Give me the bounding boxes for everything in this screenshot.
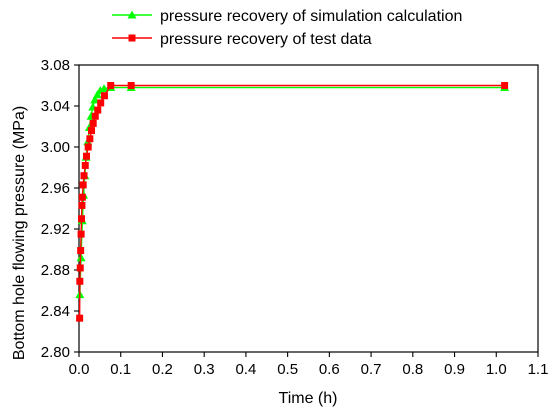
x-tick-label: 0.3 [194, 361, 215, 378]
y-tick-label: 2.84 [41, 303, 70, 320]
y-tick-label: 2.96 [41, 180, 70, 197]
x-tick-label: 0.6 [319, 361, 340, 378]
x-tick-label: 0.0 [69, 361, 90, 378]
data-point [94, 106, 102, 114]
legend-marker-square [128, 34, 136, 42]
data-point [127, 82, 135, 89]
series-simulation [75, 83, 510, 299]
x-tick-label: 1.0 [486, 361, 507, 378]
x-tick-label: 1.1 [528, 361, 549, 378]
legend-marker-triangle [127, 10, 137, 19]
data-point [90, 95, 100, 104]
data-point [99, 84, 109, 93]
data-point [81, 161, 89, 169]
x-tick-label: 0.9 [444, 361, 465, 378]
data-point [88, 127, 96, 135]
y-tick-label: 2.88 [41, 262, 70, 279]
data-point [77, 230, 85, 238]
data-point [89, 119, 97, 127]
legend-label-simulation: pressure recovery of simulation calculat… [160, 8, 462, 25]
data-point [501, 82, 509, 89]
x-tick-label: 0.8 [402, 361, 423, 378]
data-point [83, 152, 91, 160]
data-point [91, 112, 99, 120]
y-tick-label: 3.08 [41, 57, 70, 74]
data-point [100, 92, 108, 100]
x-axis: 0.0 0.1 0.2 0.3 0.4 0.5 0.6 0.7 0.8 0.9 1.0 1.1 [69, 352, 549, 378]
legend: pressure recovery of simulation calculat… [112, 8, 462, 48]
data-point [76, 264, 84, 272]
data-point [80, 172, 88, 180]
y-tick-label: 2.80 [41, 344, 70, 361]
y-axis-label: Bottom hole flowing pressure (MPa) [11, 106, 28, 360]
legend-item-test-data: pressure recovery of test data [112, 31, 372, 48]
legend-item-simulation: pressure recovery of simulation calculat… [112, 8, 462, 25]
y-tick-label: 3.00 [41, 139, 70, 156]
y-tick-label: 3.04 [41, 98, 70, 115]
y-axis: 2.80 2.84 2.88 2.92 2.96 3.00 3.04 3.08 [41, 57, 79, 361]
series-line [79, 86, 505, 295]
series-line [78, 84, 505, 319]
data-point [97, 99, 105, 107]
data-point [84, 143, 92, 151]
x-tick-label: 0.2 [152, 361, 173, 378]
data-point [107, 82, 115, 89]
plot-frame [78, 64, 539, 353]
legend-label-test-data: pressure recovery of test data [160, 31, 372, 48]
data-point [92, 90, 102, 99]
y-tick-label: 2.92 [41, 221, 70, 238]
data-point [86, 135, 94, 143]
data-point [76, 314, 84, 322]
data-point [79, 181, 87, 189]
x-tick-label: 0.4 [235, 361, 256, 378]
x-tick-label: 0.7 [361, 361, 382, 378]
data-point [76, 277, 84, 285]
x-tick-label: 0.1 [110, 361, 131, 378]
data-point [95, 86, 105, 95]
series-test-data [76, 82, 509, 322]
data-point [78, 201, 86, 209]
data-point [77, 247, 85, 255]
x-axis-label: Time (h) [279, 390, 338, 407]
data-point [78, 193, 86, 201]
data-point [78, 215, 85, 223]
x-tick-label: 0.5 [277, 361, 298, 378]
plot-area [75, 82, 510, 322]
